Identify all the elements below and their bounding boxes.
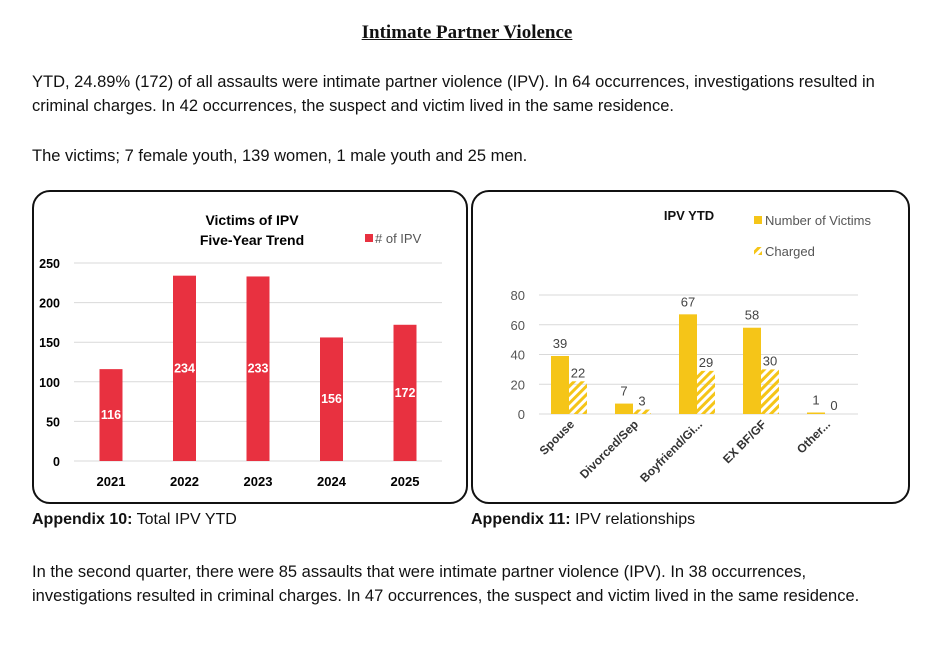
chart-ipv-relationships: IPV YTD Number of Victims Charged 0 20 40 60 80… — [471, 190, 910, 504]
bar-victims — [807, 412, 825, 414]
caption-appendix-10: Appendix 10: Total IPV YTD — [32, 511, 237, 529]
caption-appendix-11: Appendix 11: IPV relationships — [471, 511, 695, 529]
legend-label: Charged — [765, 244, 815, 259]
data-label: 67 — [681, 294, 695, 309]
bar — [246, 276, 270, 461]
data-label: 39 — [553, 336, 567, 351]
bar — [393, 324, 417, 461]
bar-charged — [761, 369, 779, 414]
y-tick-label: 60 — [511, 318, 525, 333]
bar — [173, 275, 196, 461]
bar-charged — [697, 370, 715, 414]
x-tick-label: Spouse — [537, 417, 578, 458]
y-tick-label: 0 — [53, 455, 60, 469]
chart-title: Victims of IPV — [205, 212, 299, 228]
section-title: Intimate Partner Violence — [361, 22, 573, 43]
y-tick-label: 50 — [46, 415, 60, 429]
data-label: 3 — [638, 394, 645, 409]
chart-ipv-trend: Victims of IPV Five-Year Trend # of IPV 0 50… — [32, 190, 468, 504]
bar-charged — [569, 381, 587, 414]
bar-victims — [743, 327, 761, 414]
legend-swatch-charged — [754, 247, 762, 255]
caption-label: Appendix 10: — [32, 511, 133, 528]
caption-text: IPV relationships — [570, 511, 696, 528]
legend-swatch-victims — [754, 216, 762, 224]
y-tick-label: 200 — [39, 297, 60, 311]
data-label: 172 — [395, 386, 416, 400]
chart-title: IPV YTD — [664, 208, 714, 223]
data-label: 0 — [830, 398, 837, 413]
x-tick-label: 2025 — [391, 474, 420, 489]
x-tick-label: EX BF/GF — [720, 417, 769, 466]
legend-label: Number of Victims — [765, 213, 871, 228]
bar — [320, 337, 343, 461]
legend-swatch — [365, 234, 373, 242]
bar-victims — [679, 314, 697, 414]
data-label: 7 — [620, 384, 627, 399]
data-label: 156 — [321, 392, 342, 406]
bar — [99, 369, 123, 461]
y-tick-label: 80 — [511, 288, 525, 303]
y-tick-label: 150 — [39, 336, 60, 350]
x-tick-label: Divorced/Sep — [577, 417, 641, 481]
relationships-chart-svg: IPV YTD Number of Victims Charged 0 20 40 60 80… — [511, 208, 872, 485]
x-tick-label: 2022 — [170, 474, 199, 489]
bar-victims — [615, 403, 633, 414]
x-tick-label: Boyfriend/Gi... — [637, 417, 705, 485]
bar-victims — [551, 355, 569, 414]
x-tick-label: 2024 — [317, 474, 347, 489]
y-tick-label: 40 — [511, 348, 525, 363]
x-tick-label: 2021 — [97, 474, 126, 489]
legend-label: # of IPV — [375, 231, 422, 246]
data-label: 116 — [101, 408, 121, 422]
y-tick-label: 250 — [39, 257, 60, 271]
y-tick-label: 20 — [511, 377, 525, 392]
caption-label: Appendix 11: — [471, 511, 571, 528]
x-tick-label: 2023 — [244, 474, 273, 489]
data-label: 1 — [812, 393, 819, 408]
data-label: 29 — [699, 355, 713, 370]
chart-subtitle: Five-Year Trend — [200, 232, 304, 248]
caption-text: Total IPV YTD — [132, 511, 237, 528]
data-label: 22 — [571, 365, 585, 380]
q2-paragraph: In the second quarter, there were 85 ass… — [32, 563, 860, 605]
data-label: 234 — [174, 361, 195, 375]
data-label: 30 — [763, 353, 777, 368]
victims-paragraph: The victims; 7 female youth, 139 women, … — [32, 147, 528, 165]
x-tick-label: Other... — [794, 417, 833, 456]
bar-charged — [633, 409, 651, 414]
y-tick-label: 0 — [518, 407, 525, 422]
ytd-paragraph: YTD, 24.89% (172) of all assaults were i… — [32, 73, 875, 115]
y-tick-label: 100 — [39, 376, 60, 390]
data-label: 233 — [248, 362, 269, 376]
trend-chart-svg: Victims of IPV Five-Year Trend # of IPV 0 50… — [39, 212, 442, 489]
data-label: 58 — [745, 308, 759, 323]
